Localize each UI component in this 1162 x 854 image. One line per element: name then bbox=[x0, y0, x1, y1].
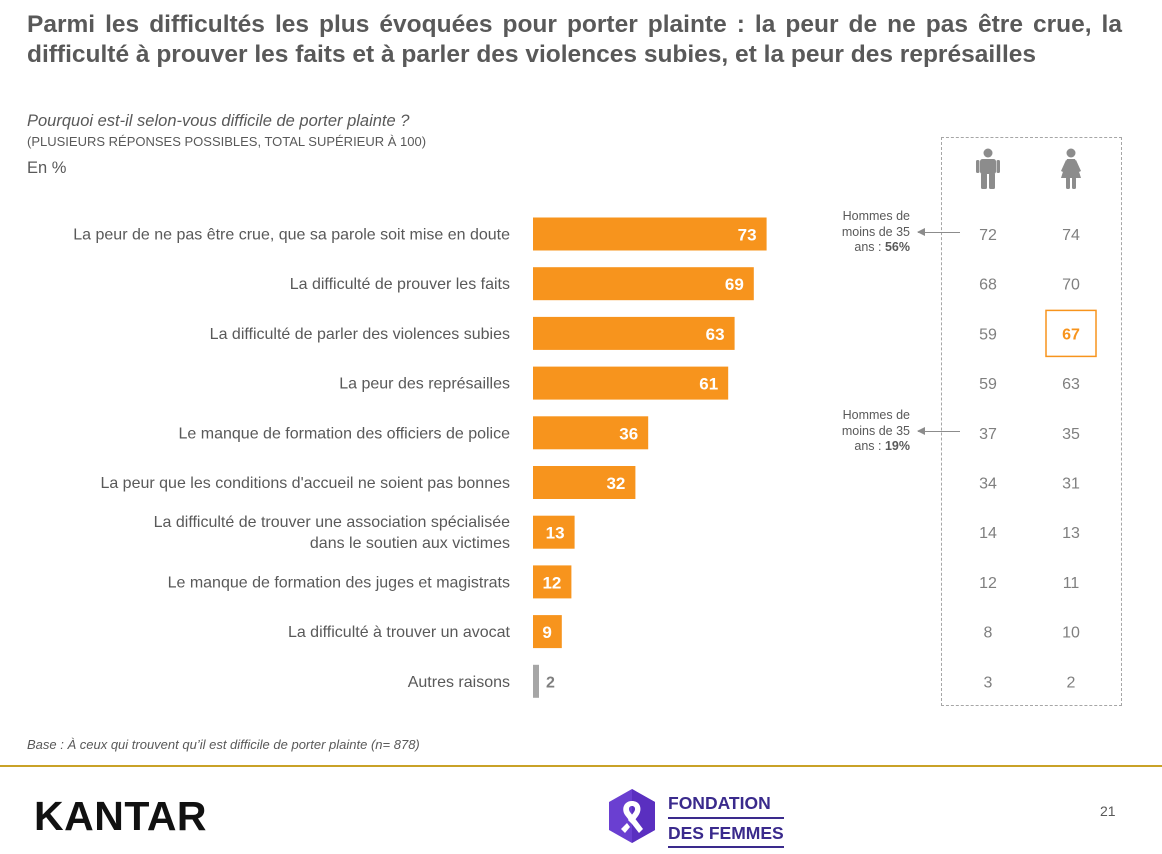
women-value: 70 bbox=[1062, 277, 1080, 294]
callout-young-men-fear: Hommes de moins de 35 ans : 56% bbox=[810, 209, 910, 256]
category-label: Autres raisons bbox=[408, 674, 510, 691]
bar-chart: La peur de ne pas être crue, que sa paro… bbox=[73, 217, 1097, 698]
question-text: Pourquoi est-il selon-vous difficile de … bbox=[27, 112, 410, 130]
callout-value: 19% bbox=[884, 439, 910, 453]
women-value: 10 bbox=[1062, 625, 1080, 642]
bar-value-label: 13 bbox=[546, 524, 565, 543]
category-label: La peur de ne pas être crue, que sa paro… bbox=[73, 227, 510, 244]
callout-young-men-police: Hommes de moins de 35 ans : 19% bbox=[810, 408, 910, 455]
bar-value-label: 2 bbox=[546, 674, 555, 691]
bar bbox=[533, 565, 572, 599]
category-label: La difficulté de parler des violences su… bbox=[210, 326, 510, 343]
women-value: 2 bbox=[1067, 674, 1076, 691]
callout-line: ans : bbox=[854, 240, 885, 254]
footer-divider bbox=[0, 765, 1162, 767]
bar-value-label: 73 bbox=[738, 226, 757, 245]
callout-arrow bbox=[917, 228, 960, 236]
base-note: Base : À ceux qui trouvent qu’il est dif… bbox=[27, 737, 420, 752]
women-value: 35 bbox=[1062, 426, 1080, 443]
women-value: 11 bbox=[1063, 575, 1080, 592]
logo-line: FONDATION bbox=[668, 791, 784, 819]
bar-value-label: 12 bbox=[542, 573, 561, 592]
category-label: La peur des représailles bbox=[339, 376, 510, 393]
woman-icon bbox=[1061, 148, 1081, 189]
callout-line: Hommes de bbox=[842, 408, 910, 422]
bar bbox=[533, 416, 649, 450]
men-value: 68 bbox=[979, 277, 997, 294]
logo-line: DES FEMMES bbox=[668, 819, 784, 848]
women-value: 63 bbox=[1062, 376, 1080, 393]
men-value: 59 bbox=[979, 326, 997, 343]
category-label: dans le soutien aux victimes bbox=[310, 535, 510, 552]
bar bbox=[533, 515, 575, 549]
women-value: 13 bbox=[1062, 525, 1080, 542]
category-label: Le manque de formation des juges et magi… bbox=[168, 574, 510, 591]
page-number: 21 bbox=[1100, 803, 1116, 819]
men-value: 12 bbox=[979, 575, 997, 592]
men-value: 37 bbox=[979, 426, 997, 443]
bar bbox=[533, 267, 754, 301]
fondation-des-femmes-logo: FONDATION DES FEMMES bbox=[668, 791, 784, 848]
category-label: La difficulté de prouver les faits bbox=[290, 276, 510, 293]
callout-arrow bbox=[917, 427, 960, 435]
callout-line: moins de 35 bbox=[841, 224, 910, 239]
bar bbox=[533, 466, 636, 499]
callout-line: Hommes de bbox=[842, 209, 910, 223]
bar bbox=[533, 316, 735, 350]
man-icon bbox=[976, 148, 1000, 189]
callout-line: moins de 35 bbox=[841, 423, 910, 438]
bar-value-label: 9 bbox=[542, 623, 551, 642]
highlight-box bbox=[1045, 309, 1097, 358]
gender-breakdown-panel bbox=[941, 137, 1122, 706]
women-value: 74 bbox=[1062, 227, 1080, 244]
bar bbox=[533, 366, 729, 400]
bar-value-label: 63 bbox=[706, 325, 725, 344]
bar-value-label: 69 bbox=[725, 275, 744, 294]
women-value: 67 bbox=[1062, 326, 1080, 343]
bar-value-label: 61 bbox=[699, 375, 718, 394]
bar-value-label: 36 bbox=[619, 424, 638, 443]
category-label: La difficulté de trouver une association… bbox=[154, 514, 510, 531]
fondation-des-femmes-logo-icon bbox=[609, 789, 655, 843]
slide-title: Parmi les difficultés les plus évoquées … bbox=[27, 11, 1122, 68]
multiple-answers-note: (PLUSIEURS RÉPONSES POSSIBLES, TOTAL SUP… bbox=[27, 134, 427, 149]
bar bbox=[533, 664, 539, 698]
bar-value-label: 32 bbox=[606, 474, 625, 493]
men-value: 14 bbox=[979, 525, 997, 542]
category-label: La peur que les conditions d'accueil ne … bbox=[100, 475, 510, 492]
callout-value: 56% bbox=[884, 240, 910, 254]
bar bbox=[533, 615, 562, 649]
category-label: La difficulté à trouver un avocat bbox=[288, 624, 511, 641]
men-value: 8 bbox=[984, 625, 993, 642]
men-value: 59 bbox=[979, 376, 997, 393]
women-value: 31 bbox=[1062, 476, 1080, 493]
men-value: 72 bbox=[979, 227, 997, 244]
men-value: 34 bbox=[979, 476, 997, 493]
bar bbox=[533, 217, 767, 251]
men-value: 3 bbox=[984, 674, 993, 691]
callout-line: ans : bbox=[854, 439, 885, 453]
kantar-logo: KANTAR bbox=[34, 793, 208, 839]
unit-label: En % bbox=[27, 159, 67, 177]
category-label: Le manque de formation des officiers de … bbox=[179, 425, 511, 442]
